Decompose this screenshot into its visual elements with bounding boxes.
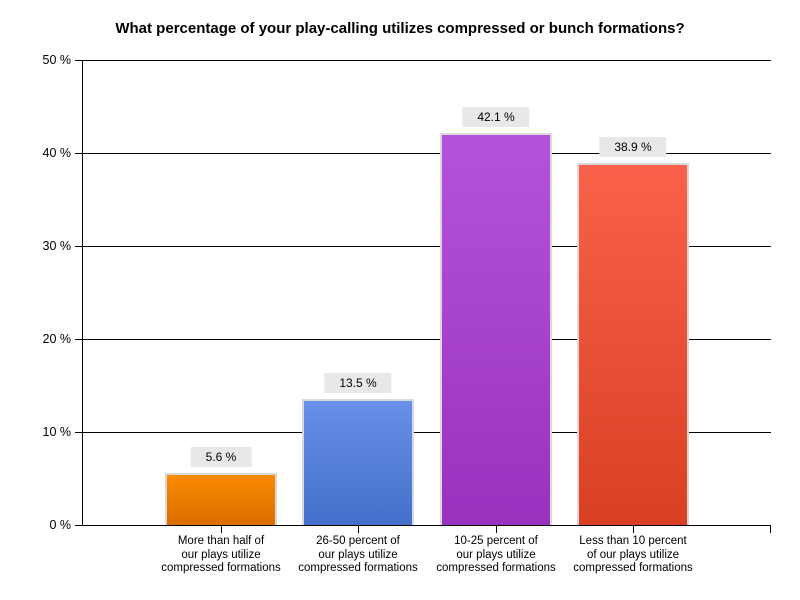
y-axis-tick-label: 0 %: [49, 518, 71, 532]
y-axis-tick: [75, 525, 82, 526]
x-axis-tick: [358, 526, 359, 533]
bar-value-label: 42.1 %: [462, 107, 530, 127]
chart-title: What percentage of your play-calling uti…: [115, 20, 685, 37]
plot-area: 0 % 10 % 20 % 30 % 40 % 50 % 5.6 % More than ha…: [43, 53, 771, 574]
y-axis-tick: [75, 60, 82, 61]
y-axis-tick-label: 30 %: [42, 239, 72, 253]
gridline: [82, 246, 771, 247]
x-axis-category-label: 10-25 percent of our plays utilize compr…: [436, 535, 556, 574]
bar: [577, 163, 689, 525]
x-axis-end-tick: [770, 526, 771, 533]
y-axis-tick: [75, 153, 82, 154]
y-axis-tick-label: 20 %: [42, 332, 72, 346]
y-axis-tick-label: 10 %: [42, 425, 72, 439]
y-axis-tick-label: 50 %: [42, 53, 72, 67]
gridline: [82, 60, 771, 61]
bar: [302, 399, 414, 525]
x-axis-tick: [221, 526, 222, 533]
bar: [440, 133, 552, 525]
bar: [165, 473, 277, 525]
y-axis-tick: [75, 246, 82, 247]
bar-value-label: 5.6 %: [190, 447, 252, 467]
x-axis-category-label: More than half of our plays utilize comp…: [161, 535, 281, 574]
y-axis-line: [82, 60, 83, 526]
bar-value-label: 13.5 %: [324, 373, 392, 393]
x-axis-category-label: Less than 10 percent of our plays utiliz…: [573, 535, 693, 574]
gridline: [82, 153, 771, 154]
gridline: [82, 525, 771, 526]
y-axis-tick-label: 40 %: [42, 146, 72, 160]
y-axis-tick: [75, 432, 82, 433]
gridline: [82, 339, 771, 340]
x-axis-category-label: 26-50 percent of our plays utilize compr…: [298, 535, 418, 574]
x-axis-tick: [496, 526, 497, 533]
y-axis-tick: [75, 339, 82, 340]
x-axis-tick: [633, 526, 634, 533]
bar-value-label: 38.9 %: [599, 137, 667, 157]
gridline: [82, 432, 771, 433]
